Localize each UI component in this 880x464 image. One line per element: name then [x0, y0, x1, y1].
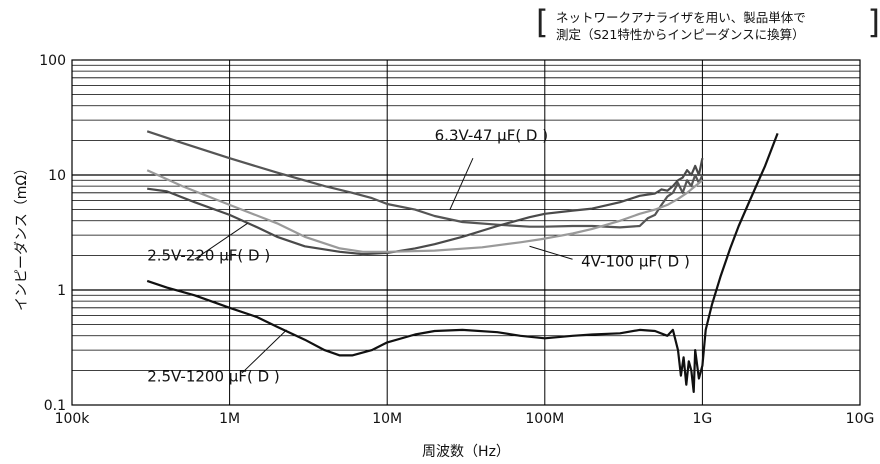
y-tick-label: 10 [48, 168, 66, 184]
series-line-2 [147, 157, 704, 256]
series-labels: 6.3V-47 μF( D ) 2.5V-220 μF( D ) 4V-100 μF… [147, 126, 690, 385]
x-tick-label: 10M [372, 411, 402, 427]
series-label-4: 2.5V-1200 μF( D ) [147, 368, 280, 386]
y-axis-label: インピーダンス（mΩ） [14, 161, 30, 311]
note-line-2: 測定（S21特性からインピーダンスに換算） [556, 27, 805, 42]
note-line-1: ネットワークアナライザを用い、製品単体で [556, 10, 806, 25]
tick-labels: 100k 1M 10M 100M 1G 10G 0.1 1 10 100 [39, 53, 874, 427]
x-axis-label: 周波数（Hz） [422, 444, 510, 460]
series-line-4 [146, 133, 779, 393]
series-line-1 [146, 130, 704, 229]
series-label-3: 4V-100 μF( D ) [581, 253, 690, 271]
series-label-2: 2.5V-220 μF( D ) [147, 247, 270, 265]
measurement-note: [ ネットワークアナライザを用い、製品単体で 測定（S21特性からインピーダンス… [536, 4, 880, 44]
y-tick-label: 1 [57, 283, 66, 299]
plot-frame [71, 59, 861, 406]
label-leaders [194, 157, 573, 374]
bracket-open: [ [536, 3, 549, 41]
x-tick-label: 1M [219, 411, 240, 427]
leader-line-2 [194, 222, 248, 260]
y-tick-label: 100 [39, 53, 66, 69]
series-lines [146, 130, 779, 393]
x-tick-label: 10G [846, 411, 875, 427]
leader-line-3 [529, 245, 573, 260]
y-tick-label: 0.1 [44, 398, 66, 414]
leader-line-4 [241, 329, 287, 374]
series-label-1: 6.3V-47 μF( D ) [435, 126, 548, 144]
series-line-3 [146, 169, 704, 253]
bracket-close: ] [867, 3, 880, 41]
x-tick-label: 1G [693, 411, 713, 427]
grid [71, 59, 861, 406]
x-tick-label: 100M [525, 411, 564, 427]
x-tick-label: 100k [55, 411, 91, 427]
leader-line-1 [449, 157, 474, 210]
